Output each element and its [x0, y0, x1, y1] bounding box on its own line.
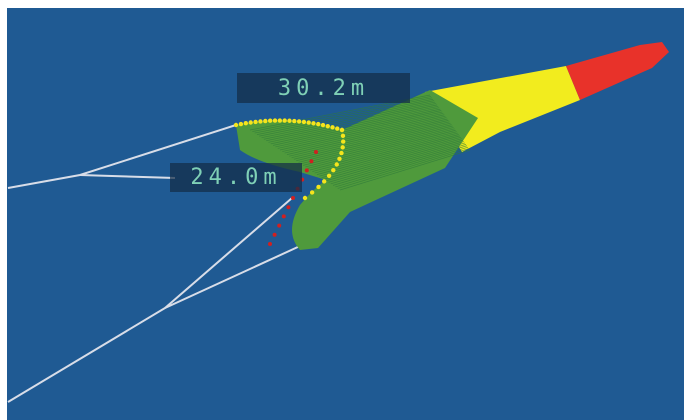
float	[287, 118, 292, 123]
mesh-line	[270, 107, 440, 145]
float	[330, 125, 335, 130]
headline-floats	[233, 118, 346, 246]
float	[258, 119, 263, 124]
sensor-dot	[277, 223, 282, 228]
float	[316, 184, 321, 190]
mesh-line	[298, 124, 452, 163]
headline-depth: 30.2m	[237, 73, 410, 103]
footrope-depth: 24.0m	[170, 163, 302, 192]
mesh-line	[273, 108, 441, 146]
float	[301, 119, 307, 125]
sensor-dot	[304, 168, 309, 173]
float	[340, 145, 345, 150]
float	[243, 121, 249, 126]
mesh-line	[263, 103, 437, 140]
mesh-line	[309, 131, 457, 171]
float	[340, 133, 346, 139]
mesh-line	[316, 135, 460, 175]
mesh-line	[296, 122, 451, 162]
mesh-line	[300, 125, 453, 165]
float	[311, 121, 316, 126]
mesh-line	[305, 128, 455, 168]
mesh-line	[335, 146, 469, 188]
mesh-line	[302, 127, 454, 166]
mesh-line	[337, 148, 470, 189]
mesh-line	[282, 114, 445, 152]
mesh-line	[259, 100, 435, 137]
float	[292, 118, 297, 124]
warps	[7, 124, 301, 403]
float	[316, 121, 321, 127]
float	[337, 156, 342, 162]
mesh-line	[321, 138, 462, 179]
float	[321, 179, 327, 184]
mesh-line	[323, 139, 463, 180]
float	[325, 123, 330, 129]
float	[238, 121, 244, 127]
sensor-dot	[309, 159, 314, 164]
float	[326, 173, 332, 178]
float	[248, 120, 253, 125]
mesh-line	[289, 118, 448, 157]
mesh-line	[330, 144, 466, 185]
float	[340, 139, 346, 144]
mesh-line	[254, 97, 433, 134]
float	[277, 118, 283, 123]
float	[302, 195, 308, 201]
net-codend	[566, 42, 669, 100]
float	[339, 127, 345, 133]
float	[253, 119, 258, 125]
mesh-line	[256, 98, 434, 135]
float	[334, 162, 339, 167]
mesh-line	[332, 145, 468, 186]
sensor-dot	[268, 242, 272, 246]
float	[296, 119, 302, 124]
mesh-line	[275, 110, 442, 148]
mesh-line	[319, 136, 461, 177]
mesh-line	[286, 117, 447, 155]
float	[282, 118, 287, 123]
sensor-dot	[291, 196, 295, 200]
float	[263, 118, 268, 124]
mesh-line	[284, 115, 446, 154]
sensor-dot	[281, 214, 286, 219]
mesh-line	[328, 142, 465, 183]
float	[335, 126, 340, 131]
lower-bridle	[164, 197, 293, 309]
mesh-line	[266, 104, 438, 142]
mesh-line	[293, 121, 450, 160]
float	[320, 122, 326, 128]
float	[267, 118, 273, 123]
mesh-line	[307, 129, 456, 169]
mesh-line	[279, 112, 444, 151]
float	[331, 167, 336, 173]
upper-bridle	[79, 174, 176, 179]
float	[272, 118, 278, 123]
mesh-line	[314, 134, 459, 174]
float	[309, 190, 315, 195]
float	[339, 150, 344, 156]
float	[233, 122, 239, 128]
sensor-dot	[314, 150, 318, 154]
mesh-line	[268, 105, 439, 143]
mesh-line	[326, 141, 464, 182]
mesh-line	[261, 101, 436, 139]
mesh-line	[277, 111, 443, 149]
sensor-dot	[286, 205, 291, 210]
float	[306, 120, 311, 125]
mesh-line	[339, 149, 471, 191]
sensor-dot	[272, 232, 277, 237]
